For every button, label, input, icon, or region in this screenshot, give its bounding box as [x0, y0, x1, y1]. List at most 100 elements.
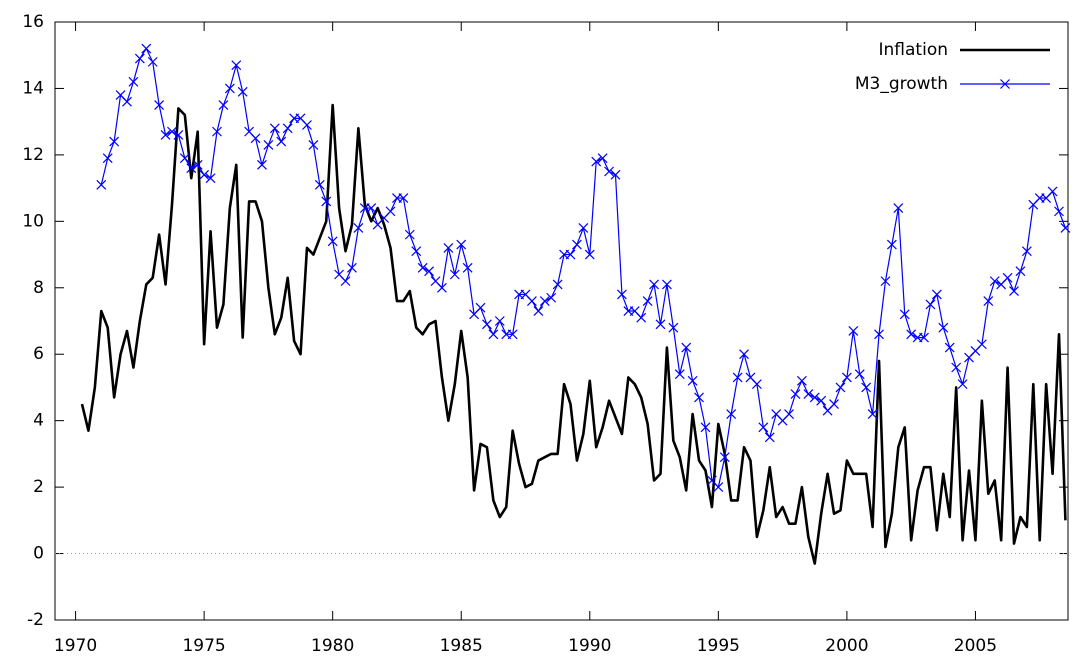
- marker: [694, 392, 704, 403]
- marker: [269, 123, 280, 134]
- y-tick-label: 4: [33, 411, 44, 431]
- y-tick-label: -2: [27, 610, 44, 630]
- marker: [96, 179, 107, 190]
- marker: [1047, 186, 1058, 197]
- marker: [572, 239, 582, 250]
- marker: [790, 389, 801, 400]
- marker: [610, 169, 621, 180]
- marker: [841, 372, 852, 383]
- marker: [899, 309, 910, 320]
- marker: [192, 159, 203, 170]
- y-tick-label: 12: [22, 145, 44, 165]
- marker: [173, 130, 184, 140]
- marker: [861, 382, 872, 393]
- y-tick-label: 8: [33, 278, 44, 298]
- marker: [443, 242, 454, 253]
- marker: [764, 432, 775, 443]
- marker: [668, 322, 679, 333]
- marker: [886, 239, 897, 250]
- marker: [552, 279, 563, 290]
- marker: [604, 166, 614, 177]
- marker: [726, 409, 737, 419]
- marker: [739, 349, 749, 360]
- marker: [128, 76, 139, 87]
- marker: [983, 296, 994, 306]
- marker: [874, 329, 884, 340]
- y-tick-label: 10: [22, 211, 44, 231]
- marker: [456, 239, 467, 250]
- marker: [636, 312, 647, 323]
- y-tick-label: 6: [33, 344, 44, 364]
- marker: [1015, 266, 1026, 277]
- marker: [411, 246, 422, 257]
- marker: [758, 422, 769, 433]
- marker: [366, 203, 377, 213]
- marker: [462, 262, 473, 273]
- marker: [321, 196, 332, 207]
- plot-frame: [54, 21, 1069, 621]
- marker: [205, 173, 216, 184]
- marker: [835, 382, 846, 393]
- marker: [218, 100, 229, 110]
- marker: [719, 452, 730, 463]
- marker: [854, 369, 865, 380]
- x-tick-label: 1975: [182, 636, 225, 656]
- x-tick-label: 1995: [697, 636, 740, 656]
- marker: [687, 375, 698, 386]
- marker: [661, 279, 672, 290]
- marker: [494, 316, 505, 326]
- marker: [449, 269, 460, 280]
- marker: [340, 276, 351, 287]
- marker: [482, 319, 492, 330]
- x-tick-label: 1980: [311, 636, 354, 656]
- marker: [591, 156, 602, 167]
- marker: [957, 379, 968, 390]
- marker: [347, 262, 357, 273]
- marker: [1002, 272, 1013, 283]
- marker: [160, 130, 171, 140]
- marker: [224, 83, 235, 94]
- marker: [109, 136, 120, 147]
- x-tick-label: 2000: [825, 636, 868, 656]
- marker: [437, 282, 447, 293]
- marker: [1054, 206, 1064, 217]
- marker: [700, 422, 711, 433]
- marker: [809, 392, 820, 403]
- marker: [263, 139, 274, 150]
- marker: [154, 100, 165, 110]
- marker: [925, 299, 936, 310]
- marker: [102, 153, 113, 164]
- marker: [649, 279, 659, 290]
- marker: [276, 136, 287, 147]
- marker: [533, 306, 544, 316]
- marker: [147, 56, 158, 67]
- marker: [308, 139, 319, 150]
- marker: [944, 342, 955, 353]
- marker: [674, 369, 685, 380]
- y-tick-label: 2: [33, 477, 44, 497]
- marker: [122, 96, 132, 107]
- marker: [282, 123, 293, 134]
- marker: [796, 375, 807, 386]
- marker: [655, 319, 666, 330]
- marker: [751, 379, 762, 390]
- y-tick-label: 0: [33, 544, 44, 564]
- marker: [1021, 246, 1032, 257]
- marker: [527, 296, 537, 306]
- marker: [417, 262, 428, 273]
- y-tick-label: 14: [22, 78, 44, 98]
- marker: [848, 326, 859, 336]
- marker: [302, 120, 312, 130]
- marker: [546, 292, 557, 303]
- marker: [539, 296, 550, 306]
- marker: [488, 329, 499, 340]
- legend-label: M3_growth: [855, 74, 948, 94]
- marker: [475, 302, 486, 313]
- marker: [565, 249, 576, 260]
- marker: [186, 163, 197, 174]
- marker: [231, 60, 242, 71]
- marker: [179, 153, 190, 164]
- marker: [597, 153, 608, 164]
- marker: [803, 389, 814, 400]
